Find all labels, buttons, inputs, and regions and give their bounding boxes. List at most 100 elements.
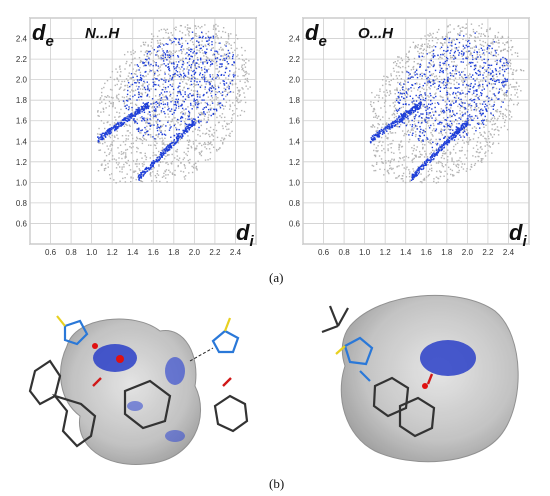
grey-point (118, 162, 120, 164)
blue-point (445, 50, 447, 53)
grey-point (158, 164, 160, 166)
blue-point (458, 71, 460, 73)
grey-point (450, 42, 453, 45)
blue-point (491, 79, 494, 82)
contact-spot (165, 357, 185, 385)
blue-point (178, 38, 180, 40)
blue-point (490, 64, 493, 66)
grey-point (226, 56, 228, 58)
grey-point (406, 123, 408, 126)
grey-point (505, 60, 508, 62)
grey-point (135, 160, 138, 162)
grey-point (228, 134, 230, 137)
blue-point (503, 86, 505, 88)
grey-point (430, 73, 433, 76)
blue-point (405, 91, 408, 93)
blue-point (205, 59, 208, 62)
grey-point (217, 148, 220, 151)
blue-point (162, 153, 165, 155)
blue-point (156, 160, 159, 163)
blue-point (447, 80, 449, 82)
grey-point (215, 33, 217, 35)
grey-point (433, 86, 436, 88)
grey-point (403, 167, 405, 169)
blue-point (462, 45, 465, 47)
grey-point (482, 80, 484, 82)
grey-point (148, 105, 151, 107)
blue-point (449, 132, 452, 135)
blue-point (141, 111, 143, 113)
blue-point (212, 37, 215, 39)
blue-point (183, 68, 185, 70)
blue-point (477, 97, 479, 99)
grey-point (161, 43, 164, 45)
grey-point (104, 82, 106, 85)
blue-point (221, 104, 223, 106)
blue-point (447, 49, 449, 52)
grey-point (158, 49, 160, 52)
blue-point (419, 101, 422, 103)
blue-point (390, 126, 392, 128)
grey-point (451, 120, 453, 122)
blue-point (169, 146, 172, 149)
blue-point (376, 131, 378, 134)
grey-point (230, 47, 233, 49)
grey-point (116, 83, 118, 86)
grey-point (373, 116, 375, 119)
blue-point (187, 71, 190, 73)
contact-spot (93, 344, 137, 372)
grey-point (399, 157, 402, 160)
blue-point (167, 43, 169, 46)
grey-point (204, 101, 206, 104)
grey-point (488, 141, 491, 143)
grey-point (184, 118, 187, 120)
grey-point (173, 123, 176, 126)
grey-point (481, 44, 483, 46)
blue-point (159, 158, 161, 160)
blue-point (372, 136, 374, 138)
grey-point (449, 44, 452, 47)
grey-point (116, 111, 118, 114)
blue-point (399, 119, 401, 121)
grey-point (214, 113, 216, 115)
grey-point (475, 144, 478, 147)
blue-point (422, 99, 424, 101)
grey-point (112, 101, 114, 104)
grey-point (230, 33, 232, 35)
blue-point (144, 64, 146, 67)
blue-point (173, 40, 175, 43)
blue-point (378, 132, 381, 135)
grey-point (464, 111, 467, 114)
blue-point (189, 124, 192, 126)
grey-point (458, 150, 461, 152)
blue-point (138, 128, 140, 131)
blue-point (457, 97, 460, 99)
grey-point (449, 78, 451, 80)
grey-point (453, 28, 455, 30)
blue-point (414, 105, 417, 108)
blue-point (449, 129, 451, 131)
y-tick-label: 2.2 (289, 55, 301, 64)
grey-point (475, 95, 478, 97)
grey-point (383, 102, 386, 104)
grey-point (167, 32, 170, 34)
grey-point (217, 71, 220, 73)
blue-point (123, 119, 125, 121)
blue-point (160, 102, 162, 105)
grey-point (511, 73, 513, 76)
grey-point (179, 85, 181, 88)
grey-point (433, 178, 435, 180)
grey-point (140, 60, 143, 63)
blue-point (225, 67, 228, 69)
blue-point (476, 51, 478, 53)
grey-point (398, 157, 401, 159)
grey-point (183, 77, 185, 79)
blue-point (155, 160, 157, 163)
grey-point (144, 133, 147, 135)
blue-point (443, 78, 446, 81)
grey-point (421, 120, 423, 122)
grey-point (472, 31, 475, 33)
blue-point (421, 55, 423, 58)
grey-point (467, 141, 470, 143)
grey-point (158, 95, 161, 97)
